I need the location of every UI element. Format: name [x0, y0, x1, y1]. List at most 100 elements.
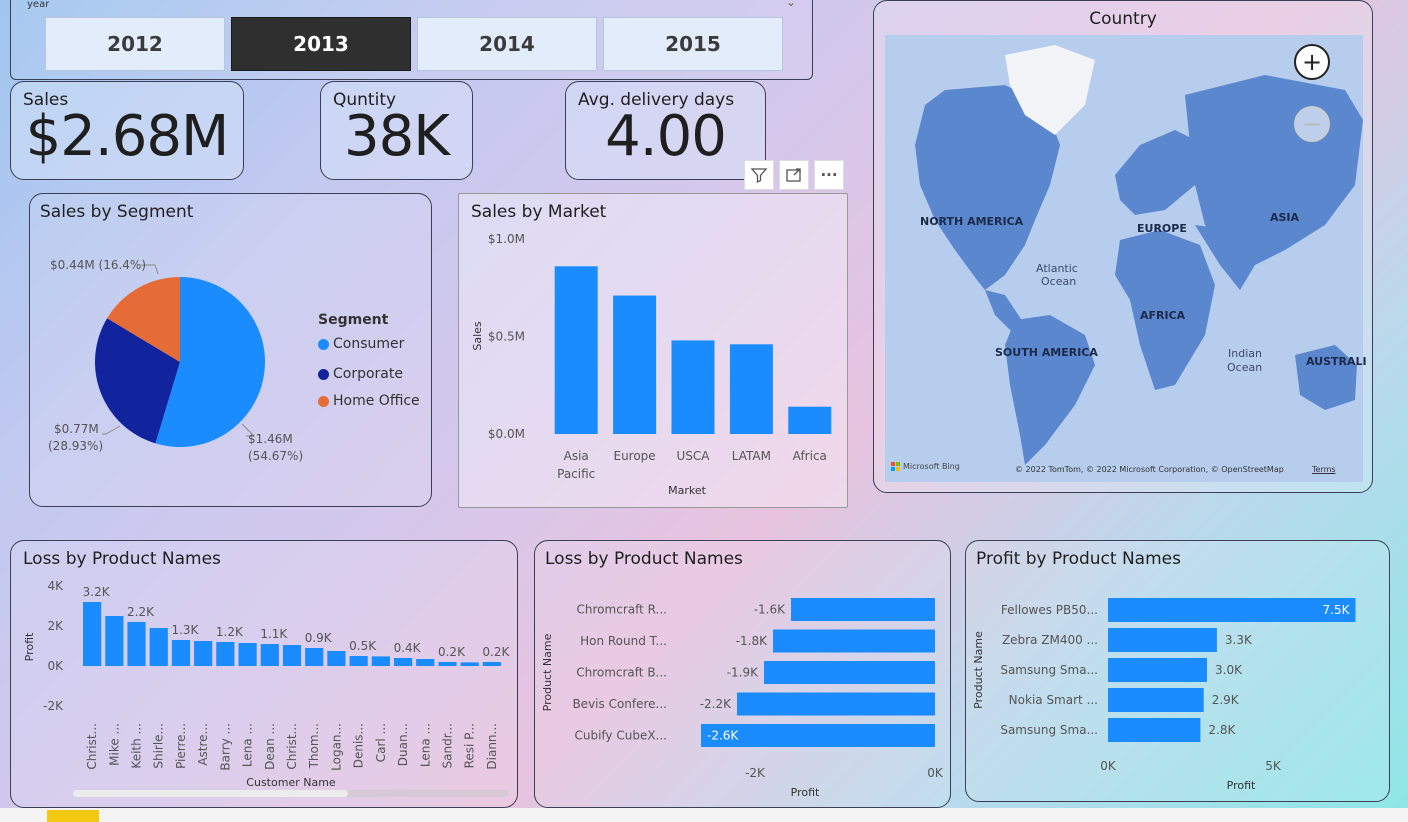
more-options-icon[interactable]: ··· [814, 160, 844, 190]
world-map[interactable] [885, 35, 1363, 482]
map-label-atlantic: Atlantic [1036, 262, 1078, 275]
y-tick-label: Zebra ZM400 ... [1002, 633, 1098, 647]
bar [194, 641, 213, 666]
profit-by-product-card[interactable]: Profit by Product Names Product Name Fell… [965, 540, 1390, 802]
bar [327, 651, 346, 666]
year-button-2012[interactable]: 2012 [45, 17, 225, 71]
map-label-africa: AFRICA [1140, 309, 1186, 322]
bar-latam [729, 344, 773, 434]
slicer-label: year [27, 0, 50, 10]
x-tick-label: Keith ... [130, 723, 144, 769]
y-tick-label: Bevis Confere... [572, 697, 667, 711]
data-label: 0.2K [438, 645, 466, 659]
y-axis-label: Product Name [541, 633, 554, 711]
bar [460, 662, 479, 666]
x-tick-label: Sandr... [440, 723, 454, 768]
y-tick-label: -2K [43, 699, 64, 713]
bar [149, 628, 168, 666]
legend-item-consumer[interactable]: Consumer [318, 336, 404, 352]
horizontal-scrollbar[interactable] [73, 790, 508, 797]
zoom-in-button[interactable]: + [1294, 44, 1330, 80]
plus-icon: + [1301, 48, 1323, 76]
bar [764, 661, 935, 684]
y-tick-label: $0.0M [488, 427, 525, 441]
chart-title: Loss by Product Names [545, 549, 743, 569]
x-tick-label: 0K [1100, 759, 1117, 773]
loss-by-product-card[interactable]: Loss by Product Names Product Name Chromc… [534, 540, 951, 808]
pie-slice-consumer [155, 277, 266, 447]
bar [371, 656, 390, 666]
map-attribution: © 2022 TomTom, © 2022 Microsoft Corporat… [1015, 465, 1284, 474]
y-tick-label: Nokia Smart ... [1009, 693, 1098, 707]
zoom-out-button[interactable]: − [1294, 106, 1330, 142]
kpi-value: 38K [344, 104, 450, 169]
bing-brand: Microsoft Bing [903, 462, 960, 471]
bar [105, 616, 124, 666]
data-label: -1.8K [736, 634, 768, 648]
year-button-2015[interactable]: 2015 [603, 17, 783, 71]
scrollbar-thumb[interactable] [73, 790, 348, 797]
bar [393, 658, 413, 666]
filter-icon[interactable] [744, 160, 774, 190]
data-label: 0.4K [394, 641, 422, 655]
legend-item-home-office[interactable]: Home Office [318, 393, 420, 409]
data-label: (54.67%) [248, 449, 303, 463]
bar [1108, 628, 1217, 652]
x-axis-label: Profit [791, 786, 820, 799]
pie-slice-corporate [94, 318, 180, 444]
terms-link[interactable]: Terms [1312, 465, 1336, 474]
bar [349, 656, 368, 666]
sales-kpi-card[interactable]: Sales $2.68M [10, 81, 244, 180]
x-axis-label: Market [668, 484, 706, 497]
data-label: 0.2K [482, 645, 510, 659]
legend-item-corporate[interactable]: Corporate [318, 366, 403, 382]
y-tick-label: 2K [47, 619, 64, 633]
year-slicer: year ⌄ 2012 2013 2014 2015 [10, 0, 813, 80]
loss-by-customer-chart: -2K 0K 2K 4K Profit 3.2K Christ... Mike ... 2.2K… [23, 579, 511, 789]
bar [1108, 658, 1207, 682]
legend-label: Corporate [333, 366, 403, 382]
loss-by-customer-card[interactable]: Loss by Product Names -2K 0K 2K 4K Profit 3.2… [10, 540, 518, 808]
y-axis-label: Sales [471, 321, 484, 351]
corporate-swatch [318, 368, 329, 380]
y-axis-label: Profit [23, 632, 36, 661]
bar [737, 692, 935, 716]
data-label: 2.8K [1208, 723, 1236, 737]
year-button-2014[interactable]: 2014 [417, 17, 597, 71]
data-label: 0.5K [349, 639, 377, 653]
x-tick-label: 5K [1265, 759, 1282, 773]
country-map-card[interactable]: Country NORTH AMERICA EUROPE ASIA Atlant… [873, 0, 1373, 493]
quantity-kpi-card[interactable]: Quntity 38K [320, 81, 473, 180]
leader-line [241, 423, 256, 437]
data-label: -2.6K [707, 729, 739, 743]
bottom-bar [0, 808, 1408, 822]
x-tick-label: 0K [927, 766, 944, 780]
sales-by-market-card[interactable]: Sales by Market $0.0M $0.5M $1.0M Sales Asia… [458, 193, 848, 508]
chevron-down-icon[interactable]: ⌄ [785, 0, 796, 9]
sales-by-segment-card[interactable]: Sales by Segment $1.46M (54.67%) $0.77M (28… [29, 193, 432, 507]
map-label-north-america: NORTH AMERICA [920, 215, 1024, 228]
delivery-kpi-card[interactable]: Avg. delivery days 4.00 [565, 81, 766, 180]
data-label: -1.9K [727, 666, 759, 680]
bar [127, 622, 146, 666]
data-label: $0.77M [54, 422, 99, 436]
y-tick-label: Samsung Sma... [1000, 663, 1098, 677]
x-tick-label: Mike ... [107, 723, 121, 766]
map-label-asia: ASIA [1270, 211, 1300, 224]
x-tick-label: Denis... [352, 723, 366, 768]
data-label: 1.2K [216, 625, 244, 639]
sales-by-market-chart: $0.0M $0.5M $1.0M Sales Asia Pacific Europe USC… [471, 232, 832, 497]
chart-title: Loss by Product Names [23, 549, 221, 569]
x-tick-label: LATAM [732, 449, 771, 463]
chart-title: Profit by Product Names [976, 549, 1181, 569]
year-button-2013[interactable]: 2013 [231, 17, 411, 71]
leader-line [102, 425, 121, 435]
bar [416, 659, 435, 666]
page-indicator[interactable] [47, 810, 99, 822]
x-tick-label: Duan... [396, 723, 410, 766]
focus-mode-icon[interactable] [779, 160, 809, 190]
map-title: Country [1089, 9, 1157, 29]
chart-title: Sales by Market [471, 202, 607, 222]
bar-asia-pacific [554, 266, 598, 434]
bar [305, 648, 324, 666]
